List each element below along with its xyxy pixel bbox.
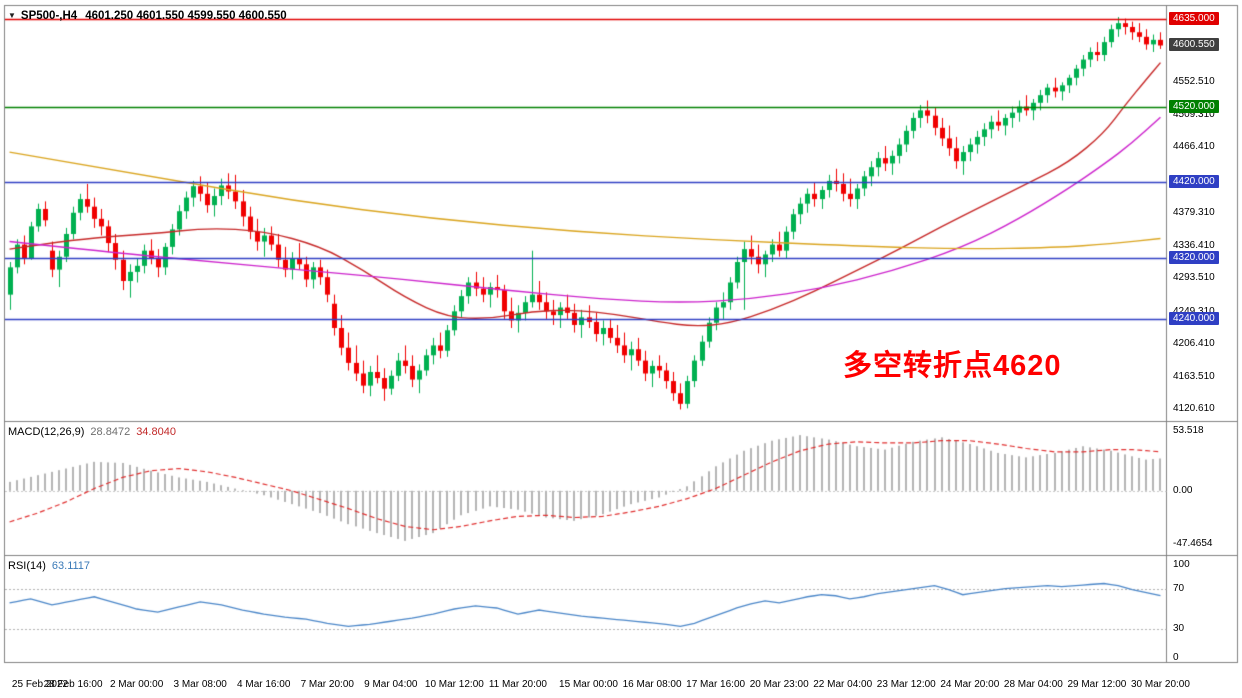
time-label: 10 Mar 12:00 <box>424 679 484 690</box>
rsi-scale-label: 30 <box>1173 623 1185 635</box>
time-label: 30 Mar 20:00 <box>1131 679 1190 690</box>
quick-trade-triangle-icon[interactable]: ▼ <box>8 11 16 20</box>
macd-main-value: 28.8472 <box>90 426 131 438</box>
price-scale-label: 4293.510 <box>1173 272 1215 284</box>
macd-name: MACD(12,26,9) <box>8 426 85 438</box>
price-level-badge: 4520.000 <box>1169 99 1219 113</box>
price-scale-label: 4206.410 <box>1173 338 1215 350</box>
time-label: 25 Feb 2022 <box>11 679 69 690</box>
price-scale-label: 4163.510 <box>1173 370 1215 382</box>
price-axis: 4595.3104552.5104509.3104466.4104423.510… <box>1168 0 1242 698</box>
time-label: 7 Mar 20:00 <box>300 679 354 690</box>
time-label: 22 Mar 04:00 <box>813 679 873 690</box>
time-label: 29 Mar 12:00 <box>1067 679 1127 690</box>
rsi-name: RSI(14) <box>8 560 46 572</box>
rsi-scale-label: 70 <box>1173 582 1185 594</box>
price-scale-label: 4379.310 <box>1173 207 1215 219</box>
time-label: 16 Mar 08:00 <box>622 679 682 690</box>
time-label: 3 Mar 08:00 <box>173 679 227 690</box>
time-axis: 25 Feb 2022 28 Feb 16:00 2 Mar 00:00 3 Mar … <box>0 668 1242 698</box>
rsi-indicator-label: RSI(14) 63.1117 <box>8 560 90 572</box>
macd-scale-label: 53.518 <box>1173 425 1204 437</box>
price-scale-label: 4120.610 <box>1173 403 1215 415</box>
macd-scale-label: -47.4654 <box>1173 537 1213 549</box>
pivot-point-annotation[interactable]: 多空转折点4620 <box>843 350 1062 382</box>
price-level-badge: 4420.000 <box>1169 175 1219 189</box>
ohlc-values: 4601.250 4601.550 4599.550 4600.550 <box>85 10 287 22</box>
rsi-scale-label: 0 <box>1173 652 1179 663</box>
time-label: 28 Feb 16:00 <box>43 679 103 690</box>
price-level-badge: 4240.000 <box>1169 311 1219 325</box>
price-scale-label: 4466.410 <box>1173 141 1215 153</box>
time-label: 23 Mar 12:00 <box>876 679 936 690</box>
time-label: 28 Mar 04:00 <box>1003 679 1063 690</box>
time-label: 20 Mar 23:00 <box>749 679 809 690</box>
price-scale-label: 4249.310 <box>1173 306 1215 317</box>
symbol-period-label: SP500-,H4 <box>20 10 78 22</box>
price-level-badge: 4635.000 <box>1169 12 1219 26</box>
time-label: 11 Mar 20:00 <box>488 679 547 690</box>
chart-title-bar: ▼ SP500-,H4 4601.250 4601.550 4599.550 460… <box>8 10 287 22</box>
time-label: 15 Mar 00:00 <box>559 679 618 690</box>
time-label: 9 Mar 04:00 <box>364 679 418 690</box>
macd-scale-label: 0.00 <box>1173 484 1193 496</box>
price-scale-label: 4336.410 <box>1173 239 1215 251</box>
price-scale-label: 4552.510 <box>1173 75 1215 87</box>
time-label: 2 Mar 00:00 <box>109 679 164 690</box>
price-level-badge: 4320.000 <box>1169 251 1219 265</box>
macd-indicator-label: MACD(12,26,9) 28.8472 34.8040 <box>8 426 176 438</box>
rsi-scale-label: 100 <box>1173 559 1190 570</box>
current-price-badge: 4600.550 <box>1169 38 1219 52</box>
rsi-value: 63.1117 <box>51 560 91 572</box>
macd-signal-value: 34.8040 <box>136 426 176 438</box>
price-scale-label: 4509.310 <box>1173 108 1215 120</box>
time-label: 24 Mar 20:00 <box>940 679 1000 690</box>
time-label: 17 Mar 16:00 <box>686 679 746 690</box>
time-label: 4 Mar 16:00 <box>237 679 291 690</box>
